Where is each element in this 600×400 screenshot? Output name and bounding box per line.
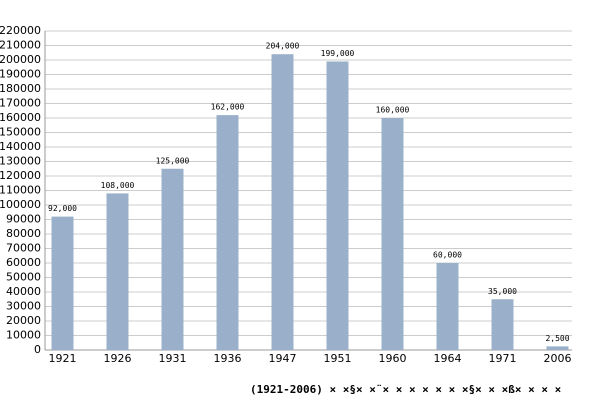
bar xyxy=(491,299,514,350)
value-label: 108,000 xyxy=(101,181,135,190)
y-tick-label: 200000 xyxy=(0,53,41,66)
value-label: 92,000 xyxy=(48,204,77,213)
y-tick-label: 10000 xyxy=(6,329,41,342)
y-tick-label: 100000 xyxy=(0,198,41,211)
y-tick-label: 20000 xyxy=(6,314,41,327)
y-tick-label: 110000 xyxy=(0,184,41,197)
y-tick-label: 30000 xyxy=(6,300,41,313)
y-tick-label: 90000 xyxy=(6,213,41,226)
y-tick-label: 120000 xyxy=(0,169,41,182)
bar xyxy=(51,216,74,350)
value-label: 160,000 xyxy=(376,106,410,115)
y-tick-label: 220000 xyxy=(0,24,41,37)
x-tick-label: 1931 xyxy=(159,352,187,365)
x-tick-label: 1971 xyxy=(489,352,517,365)
y-tick-label: 190000 xyxy=(0,68,41,81)
y-tick-label: 40000 xyxy=(6,285,41,298)
value-label: 60,000 xyxy=(433,251,462,260)
bar xyxy=(546,346,569,350)
x-tick-label: 2006 xyxy=(544,352,572,365)
x-tick-label: 1936 xyxy=(214,352,242,365)
bar xyxy=(106,193,129,350)
bar xyxy=(271,54,294,350)
value-label: 125,000 xyxy=(156,156,190,165)
x-tick-label: 1947 xyxy=(269,352,297,365)
bar xyxy=(436,263,459,350)
value-label: 204,000 xyxy=(266,42,300,51)
y-tick-label: 150000 xyxy=(0,126,41,139)
bar xyxy=(326,61,349,350)
y-tick-label: 130000 xyxy=(0,155,41,168)
y-tick-label: 50000 xyxy=(6,271,41,284)
bar xyxy=(381,118,404,350)
y-tick-label: 170000 xyxy=(0,97,41,110)
x-tick-label: 1960 xyxy=(379,352,407,365)
value-label: 162,000 xyxy=(211,103,245,112)
x-tick-label: 1921 xyxy=(49,352,77,365)
y-tick-label: 0 xyxy=(34,343,41,356)
value-label: 199,000 xyxy=(321,49,355,58)
x-tick-label: 1951 xyxy=(324,352,352,365)
y-tick-label: 80000 xyxy=(6,227,41,240)
y-tick-label: 60000 xyxy=(6,256,41,269)
y-tick-label: 70000 xyxy=(6,242,41,255)
chart-title: (1921-2006) × ×§× ×¨× × × × × × ×§× × ×ß… xyxy=(250,383,561,396)
y-tick-label: 140000 xyxy=(0,140,41,153)
value-label: 2,500 xyxy=(545,334,569,343)
bar xyxy=(161,168,184,350)
y-tick-label: 160000 xyxy=(0,111,41,124)
y-tick-label: 180000 xyxy=(0,82,41,95)
x-tick-label: 1926 xyxy=(104,352,132,365)
value-label: 35,000 xyxy=(488,287,517,296)
bar xyxy=(216,115,239,350)
y-tick-label: 210000 xyxy=(0,39,41,52)
x-tick-label: 1964 xyxy=(434,352,462,365)
